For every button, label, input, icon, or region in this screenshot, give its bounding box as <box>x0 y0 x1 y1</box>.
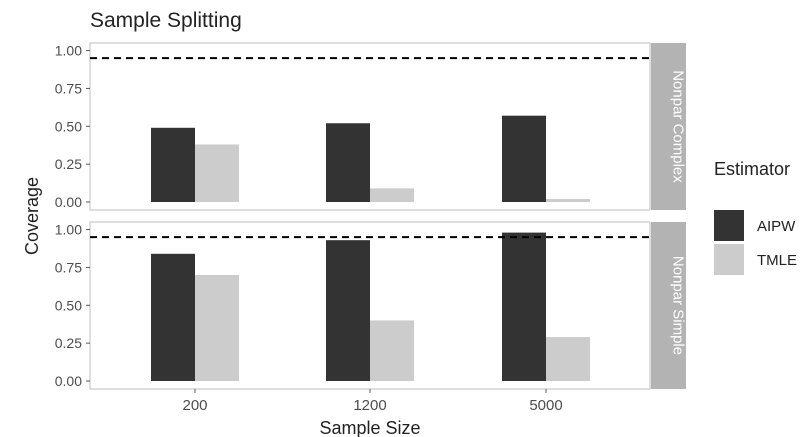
y-tick-label: 0.75 <box>55 80 82 96</box>
facet-panel: 0.00 0.25 0.50 0.75 1.00 Nonpar Simple <box>55 221 687 390</box>
legend-title: Estimator <box>714 159 790 179</box>
legend-key-aipw <box>714 210 744 241</box>
bar-aipw <box>151 253 195 381</box>
bar-tmle <box>370 188 414 202</box>
legend: Estimator AIPW TMLE <box>714 159 797 275</box>
facet-strip <box>651 222 686 389</box>
facet-strip-label: Nonpar Complex <box>670 70 687 183</box>
y-tick-label: 0.75 <box>55 259 82 275</box>
bar-tmle <box>546 337 590 381</box>
facet-strip <box>651 43 686 210</box>
y-tick-label: 0.00 <box>55 373 82 389</box>
y-tick-label: 0.50 <box>55 118 82 134</box>
chart-title: Sample Splitting <box>90 9 242 32</box>
bar-aipw <box>326 240 370 381</box>
y-tick-label: 1.00 <box>55 222 82 238</box>
bar-tmle <box>370 320 414 381</box>
bar-aipw <box>326 123 370 202</box>
legend-key-tmle <box>714 244 744 275</box>
legend-label: AIPW <box>757 218 796 235</box>
facet-strip-label: Nonpar Simple <box>670 256 687 355</box>
bar-aipw <box>502 232 546 381</box>
y-axis-label: Coverage <box>22 177 42 255</box>
y-tick-label: 0.50 <box>55 297 82 313</box>
y-tick-label: 0.25 <box>55 335 82 351</box>
y-tick-label: 1.00 <box>55 43 82 59</box>
legend-label: TMLE <box>757 252 797 269</box>
x-tick-label: 1200 <box>353 397 386 414</box>
x-tick-label: 5000 <box>529 397 562 414</box>
y-tick-label: 0.25 <box>55 156 82 172</box>
bar-tmle <box>546 198 590 202</box>
bar-tmle <box>195 275 239 381</box>
bar-aipw <box>502 115 546 202</box>
bar-aipw <box>151 127 195 202</box>
x-axis-label: Sample Size <box>319 418 420 437</box>
x-tick-label: 200 <box>182 397 207 414</box>
bar-tmle <box>195 144 239 202</box>
facet-panel: 0.00 0.25 0.50 0.75 1.00 Nonpar Complex <box>55 42 687 211</box>
x-axis: 200 1200 5000 <box>182 389 563 414</box>
y-tick-label: 0.00 <box>55 194 82 210</box>
